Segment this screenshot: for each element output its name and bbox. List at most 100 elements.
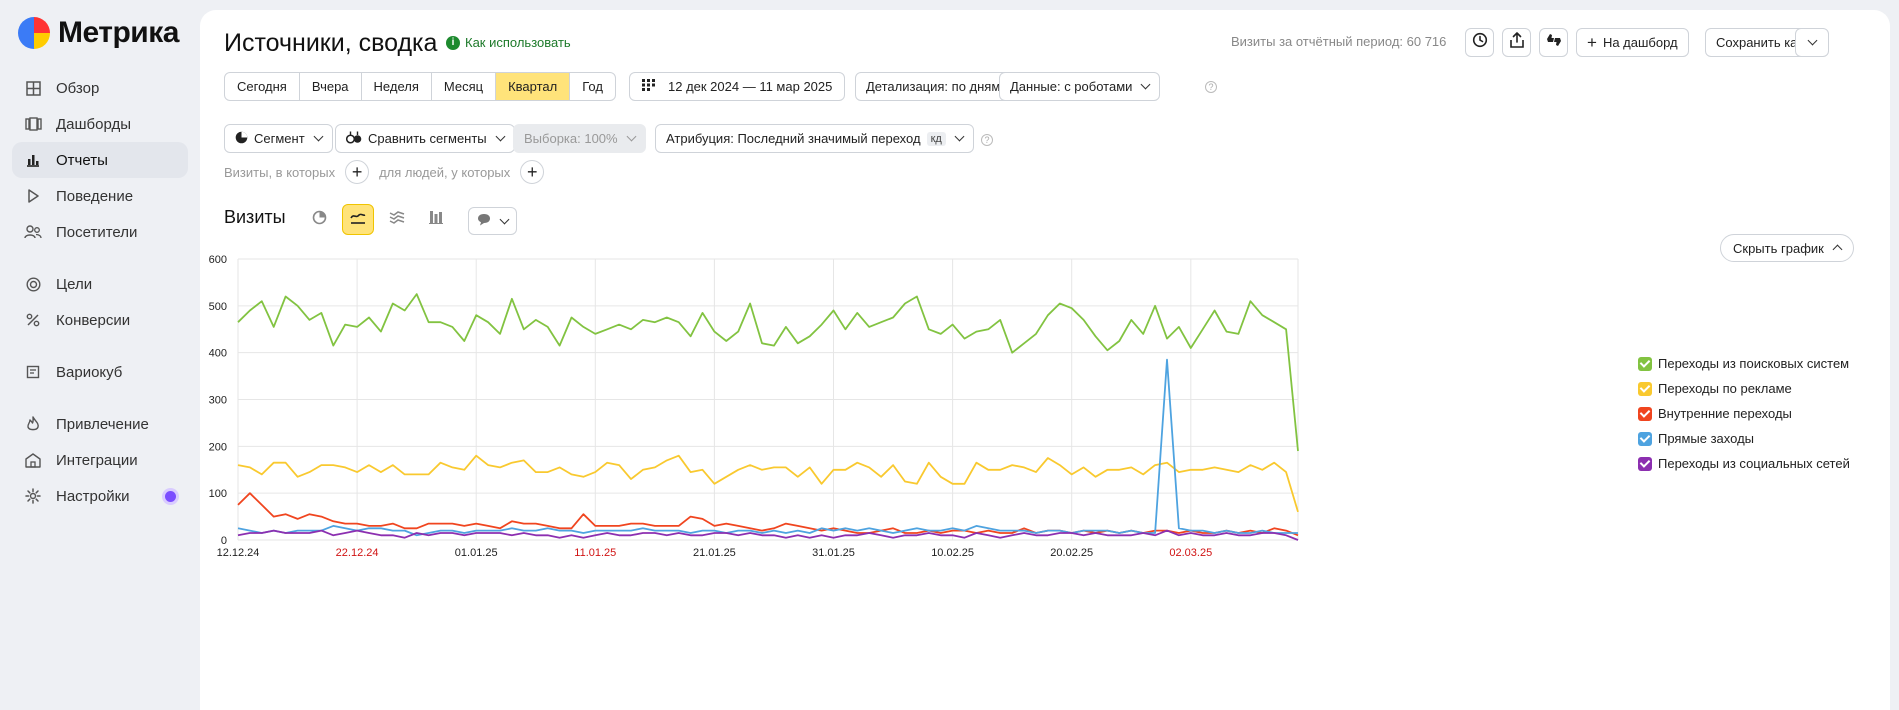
period-yesterday[interactable]: Вчера	[300, 73, 362, 100]
visits-chart-svg: 0 100 200 300 400 500 600 12.12.24 22.12.24 01.01…	[209, 254, 1299, 559]
sample-dropdown[interactable]: Выборка: 100%	[513, 124, 646, 153]
how-to-use-link[interactable]: i Как использовать	[446, 35, 571, 50]
sample-label: Выборка: 100%	[524, 131, 618, 146]
chart-type-pie-button[interactable]	[303, 204, 335, 235]
sidebar-item-dashboards[interactable]: Дашборды	[12, 106, 188, 142]
feedback-button[interactable]	[1539, 28, 1568, 57]
chart-type-area-button[interactable]	[381, 204, 413, 235]
segment-label: Сегмент	[254, 131, 305, 146]
chevron-down-icon	[1807, 35, 1817, 46]
help-icon[interactable]: ?	[981, 134, 993, 146]
save-as-dropdown-button[interactable]	[1795, 28, 1829, 57]
plus-icon: +	[1587, 33, 1597, 52]
sidebar-item-conversions[interactable]: Конверсии	[12, 302, 188, 338]
period-week[interactable]: Неделя	[362, 73, 432, 100]
line-chart-icon	[350, 211, 366, 229]
hide-chart-button[interactable]: Скрыть график	[1720, 234, 1854, 262]
gear-icon	[24, 487, 42, 505]
sidebar-item-visitors[interactable]: Посетители	[12, 214, 188, 250]
y-tick-label: 500	[209, 301, 227, 313]
y-tick-label: 100	[209, 488, 227, 500]
annotations-dropdown[interactable]	[468, 207, 517, 235]
sidebar-item-label: Дашборды	[56, 115, 131, 133]
legend-item-direct[interactable]: Прямые заходы	[1638, 426, 1850, 451]
chart-section-title: Визиты	[224, 207, 286, 227]
sidebar-item-variocube[interactable]: Вариокуб	[12, 354, 188, 390]
period-today[interactable]: Сегодня	[225, 73, 300, 100]
add-people-filter-button[interactable]: +	[520, 160, 545, 184]
sidebar-item-label: Поведение	[56, 187, 134, 205]
x-tick-label: 21.01.25	[693, 547, 736, 559]
hide-chart-label: Скрыть график	[1733, 240, 1824, 256]
clock-icon	[1472, 32, 1488, 53]
logo-text: Метрика	[58, 16, 179, 49]
legend-item-ads[interactable]: Переходы по рекламе	[1638, 376, 1850, 401]
help-icon[interactable]: ?	[1205, 81, 1217, 93]
period-quarter[interactable]: Квартал	[496, 73, 571, 100]
sidebar-item-settings[interactable]: Настройки	[12, 478, 188, 514]
chart-type-line-button[interactable]	[342, 204, 374, 235]
upload-icon	[1509, 32, 1524, 53]
sidebar-item-label: Привлечение	[56, 415, 149, 433]
sidebar-item-goals[interactable]: Цели	[12, 266, 188, 302]
sidebar-item-acquisition[interactable]: Привлечение	[12, 406, 188, 442]
y-tick-label: 0	[221, 535, 227, 547]
chevron-down-icon	[626, 131, 637, 142]
sidebar-item-reports[interactable]: Отчеты	[12, 142, 188, 178]
visits-chart: 0 100 200 300 400 500 600 12.12.24 22.12.24 01.01…	[200, 240, 1880, 680]
series-line-2	[237, 492, 1299, 537]
segment-dropdown[interactable]: Сегмент	[224, 124, 333, 153]
puzzle-icon	[24, 451, 42, 469]
users-icon	[24, 223, 42, 241]
thumbs-icon	[1546, 32, 1562, 53]
x-tick-label: 31.01.25	[812, 547, 855, 559]
attribution-dropdown[interactable]: Атрибуция: Последний значимый переход кд	[655, 124, 974, 153]
sidebar-item-behavior[interactable]: Поведение	[12, 178, 188, 214]
legend-checkbox[interactable]	[1638, 381, 1652, 396]
compare-icon	[345, 131, 362, 147]
y-tick-label: 300	[209, 395, 227, 407]
export-button[interactable]	[1502, 28, 1531, 57]
date-range-picker[interactable]: 12 дек 2024 — 11 мар 2025	[629, 72, 846, 101]
sidebar-item-label: Отчеты	[56, 151, 108, 169]
series-line-1	[237, 454, 1299, 513]
y-tick-label: 200	[209, 441, 227, 453]
period-year[interactable]: Год	[582, 79, 603, 94]
date-range-label: 12 дек 2024 — 11 мар 2025	[668, 79, 833, 94]
pie-chart-icon	[312, 210, 327, 230]
comment-icon	[477, 213, 491, 229]
add-to-dashboard-button[interactable]: + На дашборд	[1576, 28, 1689, 57]
legend-label: Переходы из поисковых систем	[1658, 356, 1850, 371]
legend-checkbox[interactable]	[1638, 356, 1652, 371]
chart-type-bar-button[interactable]	[420, 204, 452, 235]
legend-item-social[interactable]: Переходы из социальных сетей	[1638, 451, 1850, 476]
data-mode-dropdown[interactable]: Данные: с роботами	[999, 72, 1161, 101]
percent-icon	[24, 311, 42, 329]
compare-segments-dropdown[interactable]: Сравнить сегменты	[335, 124, 515, 153]
legend-label: Прямые заходы	[1658, 431, 1755, 446]
legend-item-internal[interactable]: Внутренние переходы	[1638, 401, 1850, 426]
area-chart-icon	[389, 210, 405, 229]
period-month[interactable]: Месяц	[432, 73, 497, 100]
attribution-label: Атрибуция: Последний значимый переход	[666, 131, 921, 146]
legend-checkbox[interactable]	[1638, 456, 1652, 471]
sidebar-item-label: Настройки	[56, 487, 130, 505]
info-icon: i	[446, 35, 460, 50]
sidebar-item-label: Конверсии	[56, 311, 131, 329]
page-title: Источники, сводка	[224, 29, 438, 57]
legend-label: Переходы из социальных сетей	[1658, 456, 1850, 471]
sidebar-item-integrations[interactable]: Интеграции	[12, 442, 188, 478]
add-visits-filter-button[interactable]: +	[345, 160, 370, 184]
logo[interactable]: Метрика	[18, 16, 179, 50]
visits-total: Визиты за отчётный период: 60 716	[1231, 34, 1447, 49]
chevron-down-icon	[495, 131, 506, 142]
legend-item-search[interactable]: Переходы из поисковых систем	[1638, 351, 1850, 376]
x-tick-label: 01.01.25	[455, 547, 498, 559]
visits-filter-label: Визиты, в которых	[224, 164, 336, 180]
sidebar-item-overview[interactable]: Обзор	[12, 70, 188, 106]
history-button[interactable]	[1465, 28, 1494, 57]
cube-icon	[24, 363, 42, 381]
legend-checkbox[interactable]	[1638, 431, 1652, 446]
add-to-dashboard-label: На дашборд	[1602, 35, 1678, 50]
legend-checkbox[interactable]	[1638, 406, 1652, 421]
